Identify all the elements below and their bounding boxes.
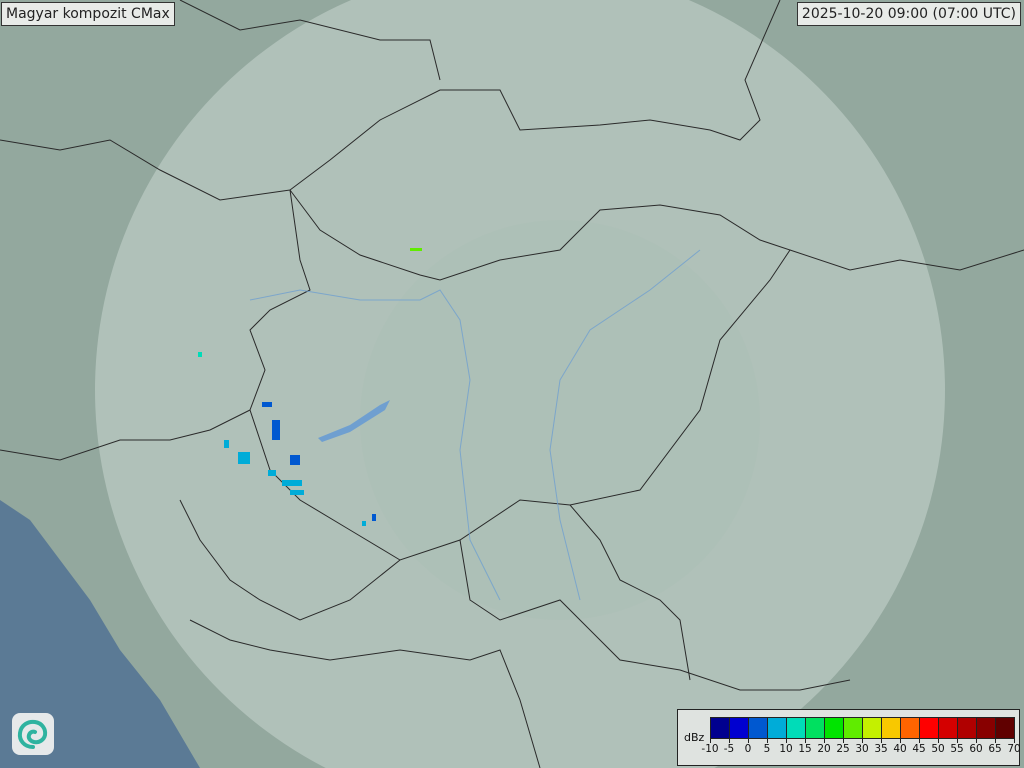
legend-tick-label: 0 [744,743,752,755]
legend-tick-mark [900,738,901,743]
legend-tick-mark [976,738,977,743]
legend-color-cell [825,718,844,738]
legend-color-cell [806,718,825,738]
legend-color-cell [711,718,730,738]
rivers [249,249,701,601]
legend-tick-mark [729,738,730,743]
legend-tick-label: 10 [779,743,793,755]
legend-tick-mark [824,738,825,743]
legend-color-cell [939,718,958,738]
legend-color-cell [920,718,939,738]
radar-echoes [198,248,422,526]
lake-balaton [318,400,390,442]
legend-color-cell [977,718,996,738]
legend-tick-label: 70 [1007,743,1021,755]
adriatic-sea [0,500,200,768]
legend-color-cell [768,718,787,738]
legend-color-cell [730,718,749,738]
swirl-logo-icon [12,713,54,755]
legend-tick-label: 65 [988,743,1002,755]
timestamp-label: 2025-10-20 09:00 (07:00 UTC) [796,2,1021,26]
legend-color-cell [749,718,768,738]
legend-color-cell [996,718,1014,738]
legend-tick-mark [843,738,844,743]
legend-tick-mark [919,738,920,743]
legend-tick-mark [995,738,996,743]
legend-color-cell [844,718,863,738]
legend-tick-label: 55 [950,743,964,755]
legend-tick-mark [767,738,768,743]
legend-color-cell [882,718,901,738]
legend-tick-label: -10 [701,743,719,755]
legend-tick-label: 5 [763,743,771,755]
legend-tick-label: 15 [798,743,812,755]
legend-tick-mark [881,738,882,743]
legend-tick-label: 35 [874,743,888,755]
legend-tick-label: 60 [969,743,983,755]
great-plain [360,220,760,620]
legend-color-cell [901,718,920,738]
legend-tick-mark [938,738,939,743]
legend-tick-label: 20 [817,743,831,755]
legend-tick-label: 45 [912,743,926,755]
legend-tick-label: 40 [893,743,907,755]
legend-color-cell [787,718,806,738]
legend-color-bar [710,717,1015,739]
legend-unit: dBz [684,731,705,744]
legend-color-cell [958,718,977,738]
legend-tick-label: 50 [931,743,945,755]
legend-tick-mark [748,738,749,743]
radar-coverage-area [95,0,945,768]
legend-tick-mark [957,738,958,743]
legend-color-cell [863,718,882,738]
legend-tick-label: -5 [723,743,735,755]
legend-tick-mark [710,738,711,743]
dbz-legend: dBz -10 -5 0 5 10 15 20 25 30 35 40 45 50 55 60 65 70 [677,709,1021,766]
legend-tick-label: 30 [855,743,869,755]
legend-tick-label: 25 [836,743,850,755]
legend-tick-mark [862,738,863,743]
legend-tick-mark [1014,738,1015,743]
legend-tick-mark [786,738,787,743]
legend-tick-mark [805,738,806,743]
product-title: Magyar kompozit CMax [1,2,175,26]
